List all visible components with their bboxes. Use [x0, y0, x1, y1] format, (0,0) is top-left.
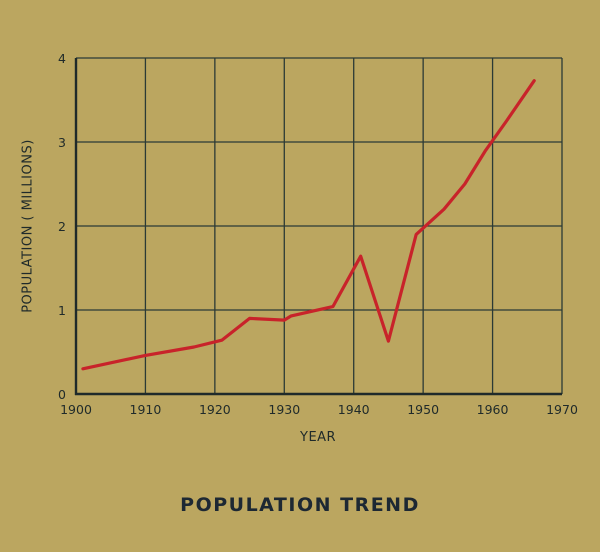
svg-text:1960: 1960: [477, 402, 509, 417]
svg-text:1910: 1910: [130, 402, 162, 417]
svg-text:3: 3: [58, 135, 66, 150]
svg-text:2: 2: [58, 219, 66, 234]
population-line: [81, 79, 536, 371]
svg-text:1920: 1920: [199, 402, 231, 417]
svg-text:1: 1: [58, 303, 66, 318]
tick-labels: 1900 1910 1920 1930 1940 1950 1960 1970 0 1 2 3 4: [58, 51, 578, 417]
svg-text:1970: 1970: [546, 402, 578, 417]
grid: [74, 57, 563, 396]
svg-text:1900: 1900: [60, 402, 92, 417]
svg-text:4: 4: [58, 51, 66, 66]
chart-title: POPULATION TREND: [180, 494, 420, 516]
svg-text:1950: 1950: [407, 402, 439, 417]
svg-text:1930: 1930: [268, 402, 300, 417]
y-axis-label: POPULATION ( MILLIONS): [20, 139, 36, 313]
x-axis-label: YEAR: [300, 430, 337, 445]
svg-text:0: 0: [58, 387, 66, 402]
svg-text:1940: 1940: [338, 402, 370, 417]
